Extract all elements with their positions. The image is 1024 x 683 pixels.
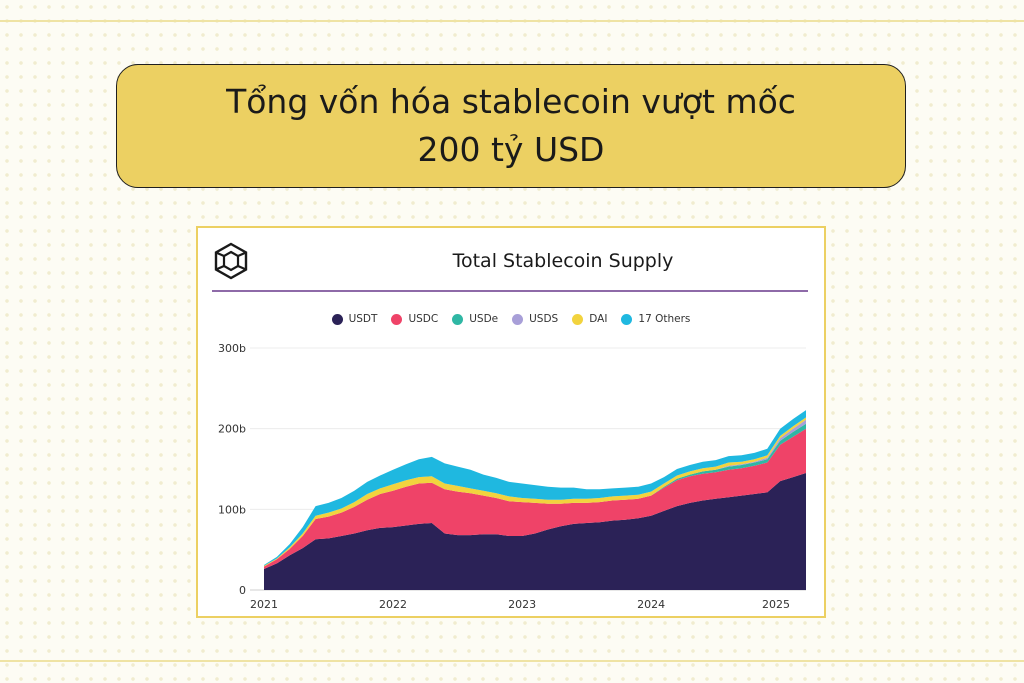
legend-item[interactable]: USDC [391, 313, 438, 325]
chart-legend: USDT USDC USDe USDS DAI 17 Others [198, 313, 824, 325]
y-tick-label: 0 [239, 584, 246, 597]
legend-label: USDT [348, 313, 378, 325]
stacked-area-plot: 0 100b 200b 300b 2021 2022 2023 2024 2025 [218, 342, 806, 611]
legend-label: DAI [589, 313, 608, 325]
chart-card: Total Stablecoin Supply USDT USDC USDe USDS… [196, 226, 826, 618]
legend-item[interactable]: USDS [512, 313, 558, 325]
legend-item[interactable]: 17 Others [621, 313, 690, 325]
headline-line-2: 200 tỷ USD [417, 130, 605, 169]
headline-banner: Tổng vốn hóa stablecoin vượt mốc 200 tỷ … [116, 64, 906, 188]
legend-swatch [331, 313, 343, 325]
headline-line-1: Tổng vốn hóa stablecoin vượt mốc [226, 82, 796, 121]
x-tick-label: 2022 [379, 598, 407, 611]
chart-title: Total Stablecoin Supply [452, 250, 674, 272]
title-underline [212, 290, 808, 292]
x-tick-label: 2024 [637, 598, 665, 611]
legend-item[interactable]: USDe [452, 313, 498, 325]
legend-label: 17 Others [638, 313, 691, 325]
legend-label: USDe [469, 313, 499, 325]
x-tick-label: 2025 [762, 598, 790, 611]
legend-label: USDC [408, 313, 439, 325]
legend-swatch [391, 313, 403, 325]
area-series-17-others[interactable] [264, 410, 806, 566]
legend-label: USDS [529, 313, 559, 325]
legend-swatch [452, 313, 464, 325]
legend-item[interactable]: USDT [331, 313, 378, 325]
y-tick-label: 200b [218, 423, 246, 436]
area-series-usdc[interactable] [264, 428, 806, 569]
legend-swatch [512, 313, 524, 325]
y-tick-label: 100b [218, 503, 246, 516]
area-series-usdt[interactable] [264, 473, 806, 590]
y-tick-label: 300b [218, 342, 246, 355]
top-divider [0, 20, 1024, 22]
area-series-dai[interactable] [264, 417, 806, 567]
legend-swatch [572, 313, 584, 325]
x-tick-label: 2021 [250, 598, 278, 611]
bottom-divider [0, 660, 1024, 662]
x-tick-label: 2023 [508, 598, 536, 611]
cube-logo-icon [214, 242, 248, 280]
legend-swatch [621, 313, 633, 325]
legend-item[interactable]: DAI [572, 313, 607, 325]
